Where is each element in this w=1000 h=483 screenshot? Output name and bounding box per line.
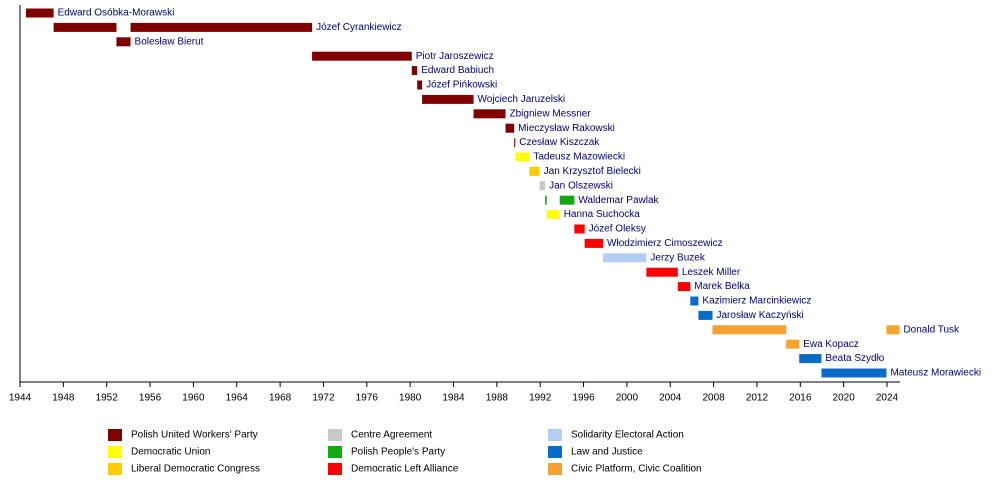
term-bar xyxy=(690,296,699,306)
pm-label: Czesław Kiszczak xyxy=(519,137,600,148)
pm-label: Mieczysław Rakowski xyxy=(518,123,615,134)
x-tick-label: 1976 xyxy=(356,393,379,404)
legend-label: Polish United Workers' Party xyxy=(131,430,258,441)
term-bar xyxy=(799,354,822,364)
x-tick-label: 2008 xyxy=(702,393,725,404)
term-bar xyxy=(505,123,515,133)
legend-label: Law and Justice xyxy=(571,447,643,458)
term-bar xyxy=(646,267,678,277)
x-tick-label: 1988 xyxy=(486,393,509,404)
term-bar xyxy=(603,253,647,263)
pm-label: Wojciech Jaruzelski xyxy=(478,94,566,105)
x-tick-label: 1980 xyxy=(399,393,422,404)
x-tick-label: 1968 xyxy=(269,393,292,404)
term-bar xyxy=(53,22,117,32)
term-bar xyxy=(559,195,575,205)
legend-swatch xyxy=(108,463,122,475)
term-bar xyxy=(515,152,530,162)
x-tick-label: 1944 xyxy=(9,393,32,404)
term-bar xyxy=(786,339,800,349)
legend-swatch xyxy=(108,429,122,441)
term-bar xyxy=(25,8,54,18)
legend-swatch xyxy=(328,429,342,441)
pm-label: Tadeusz Mazowiecki xyxy=(533,152,625,163)
term-bar xyxy=(712,325,787,335)
legend-label: Polish People's Party xyxy=(351,447,445,458)
legend-swatch xyxy=(548,446,562,458)
x-tick-label: 1948 xyxy=(52,393,75,404)
pm-label: Józef Pińkowski xyxy=(426,80,497,91)
legend-label: Solidarity Electoral Action xyxy=(571,430,684,441)
pm-label: Edward Osóbka-Morawski xyxy=(58,8,175,19)
term-bar xyxy=(417,80,423,90)
pm-label: Jerzy Buzek xyxy=(650,252,705,263)
pm-label: Leszek Miller xyxy=(682,267,741,278)
legend-swatch xyxy=(328,446,342,458)
term-bar xyxy=(473,109,506,119)
pm-label: Zbigniew Messner xyxy=(510,108,592,119)
pm-label: Waldemar Pawlak xyxy=(578,195,659,206)
pm-label: Piotr Jaroszewicz xyxy=(416,51,494,62)
legend-label: Liberal Democratic Congress xyxy=(131,464,260,475)
term-bar xyxy=(529,166,540,176)
legend-label: Civic Platform, Civic Coalition xyxy=(571,464,702,475)
pm-label: Marek Belka xyxy=(694,281,750,292)
pm-label: Józef Cyrankiewicz xyxy=(316,22,402,33)
pm-label: Ewa Kopacz xyxy=(803,339,859,350)
legend-swatch xyxy=(548,429,562,441)
legend-label: Democratic Left Alliance xyxy=(351,464,459,475)
x-tick-label: 2012 xyxy=(746,393,769,404)
x-tick-label: 1984 xyxy=(442,393,465,404)
term-bar xyxy=(539,181,546,191)
x-tick-label: 1964 xyxy=(226,393,249,404)
term-bar xyxy=(677,282,691,292)
term-bar xyxy=(130,22,313,32)
pm-label: Włodzimierz Cimoszewicz xyxy=(607,238,723,249)
x-tick-label: 2000 xyxy=(616,393,639,404)
x-tick-label: 2024 xyxy=(876,393,899,404)
term-bar xyxy=(116,37,131,47)
pm-label: Beata Szydło xyxy=(825,353,884,364)
pm-label: Bolesław Bierut xyxy=(135,36,204,47)
pm-label: Jarosław Kaczyński xyxy=(717,310,804,321)
legend-label: Centre Agreement xyxy=(351,430,432,441)
legend-swatch xyxy=(548,463,562,475)
term-bar xyxy=(574,224,585,234)
term-bar xyxy=(514,138,516,148)
x-tick-label: 1972 xyxy=(312,393,335,404)
pm-label: Jan Krzysztof Bielecki xyxy=(544,166,641,177)
x-tick-label: 1956 xyxy=(139,393,162,404)
pm-label: Edward Babiuch xyxy=(421,65,494,76)
pm-label: Jan Olszewski xyxy=(549,180,613,191)
term-bar xyxy=(698,310,713,320)
term-bar xyxy=(422,94,474,104)
x-tick-label: 2016 xyxy=(789,393,812,404)
term-bar xyxy=(545,195,547,205)
term-bar xyxy=(411,66,418,76)
term-bar xyxy=(312,51,412,61)
pm-label: Donald Tusk xyxy=(903,324,960,335)
x-tick-label: 1960 xyxy=(182,393,205,404)
legend-swatch xyxy=(108,446,122,458)
legend-label: Democratic Union xyxy=(131,447,210,458)
term-bar xyxy=(546,210,560,220)
x-tick-label: 1992 xyxy=(529,393,552,404)
pm-label: Hanna Suchocka xyxy=(564,209,641,220)
x-tick-label: 2004 xyxy=(659,393,682,404)
x-tick-label: 1952 xyxy=(96,393,119,404)
x-tick-label: 2020 xyxy=(833,393,856,404)
pm-label: Józef Oleksy xyxy=(589,224,646,235)
pm-label: Kazimierz Marcinkiewicz xyxy=(702,296,811,307)
pm-label: Mateusz Morawiecki xyxy=(890,368,981,379)
term-bar xyxy=(886,325,900,335)
term-bar xyxy=(584,238,604,248)
term-bar xyxy=(821,368,887,378)
legend-swatch xyxy=(328,463,342,475)
x-tick-label: 1996 xyxy=(572,393,595,404)
